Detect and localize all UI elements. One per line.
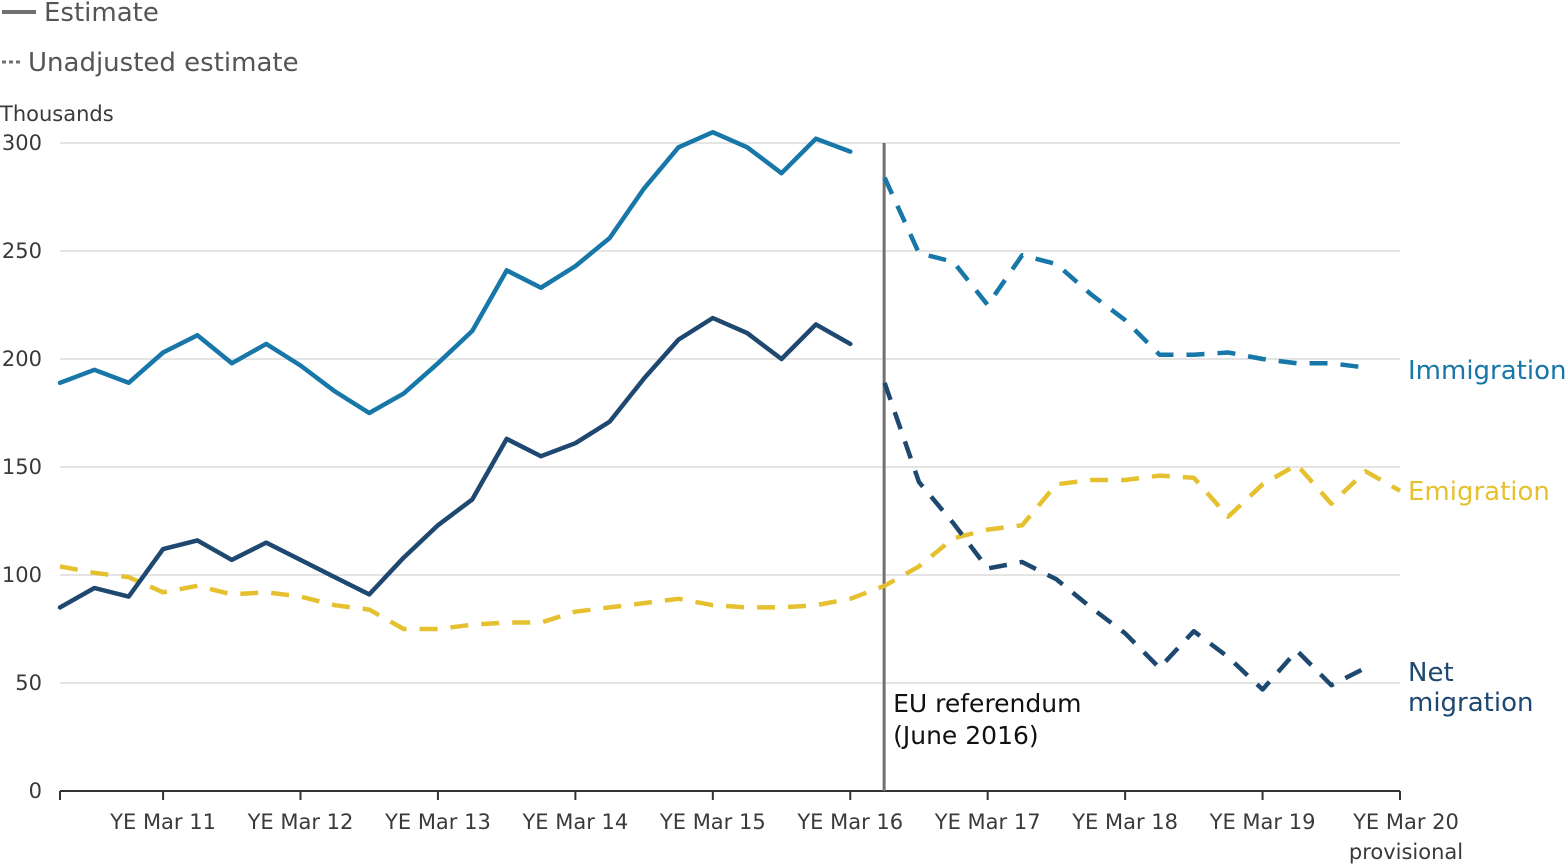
x-tick-sublabel-9: provisional	[1349, 840, 1463, 864]
y-axis-title: Thousands	[0, 102, 114, 126]
x-tick-label-3: YE Mar 14	[521, 810, 628, 834]
y-tick-label-50: 50	[15, 671, 42, 695]
x-tick-label-5: YE Mar 16	[796, 810, 903, 834]
legend-unadjusted-label: Unadjusted estimate	[28, 48, 299, 78]
immigration-label: Immigration	[1408, 356, 1566, 386]
x-tick-label-2: YE Mar 13	[384, 810, 491, 834]
eu-referendum-date: (June 2016)	[893, 721, 1039, 750]
y-tick-label-0: 0	[29, 779, 42, 803]
x-axis: YE Mar 11 YE Mar 12 YE Mar 13 YE Mar 14 YE M…	[59, 790, 1463, 864]
x-tick-label-8: YE Mar 19	[1209, 810, 1316, 834]
y-axis-ticks: 0 50 100 150 200 250 300	[2, 131, 42, 803]
y-tick-label-150: 150	[2, 455, 42, 479]
x-tick-label-9: YE Mar 20	[1352, 810, 1459, 834]
emigration-unadjusted-line	[59, 462, 1402, 632]
legend-estimate-label: Estimate	[44, 0, 159, 28]
gridlines	[60, 142, 1400, 684]
y-tick-label-100: 100	[2, 563, 42, 587]
immigration-unadjusted-line	[882, 176, 1366, 370]
legend: Estimate Unadjusted estimate	[2, 0, 299, 78]
emigration-label: Emigration	[1408, 477, 1550, 507]
net-migration-label-line-2: migration	[1408, 688, 1533, 718]
x-tick-label-4: YE Mar 15	[659, 810, 766, 834]
net-migration-unadjusted-line	[882, 382, 1367, 692]
net-migration-label-line-1: Net	[1408, 658, 1454, 688]
y-tick-label-250: 250	[2, 239, 42, 263]
x-tick-label-7: YE Mar 18	[1071, 810, 1178, 834]
x-tick-label-0: YE Mar 11	[109, 810, 216, 834]
series-lines	[57, 129, 1402, 692]
y-tick-label-300: 300	[2, 131, 42, 155]
net-migration-estimate-line	[57, 315, 853, 610]
y-tick-label-200: 200	[2, 347, 42, 371]
x-tick-label-1: YE Mar 12	[247, 810, 354, 834]
x-tick-label-6: YE Mar 17	[934, 810, 1041, 834]
eu-referendum-annotation: EU referendum (June 2016)	[882, 143, 1081, 791]
immigration-estimate-line	[57, 129, 853, 416]
eu-referendum-label: EU referendum	[893, 689, 1081, 718]
